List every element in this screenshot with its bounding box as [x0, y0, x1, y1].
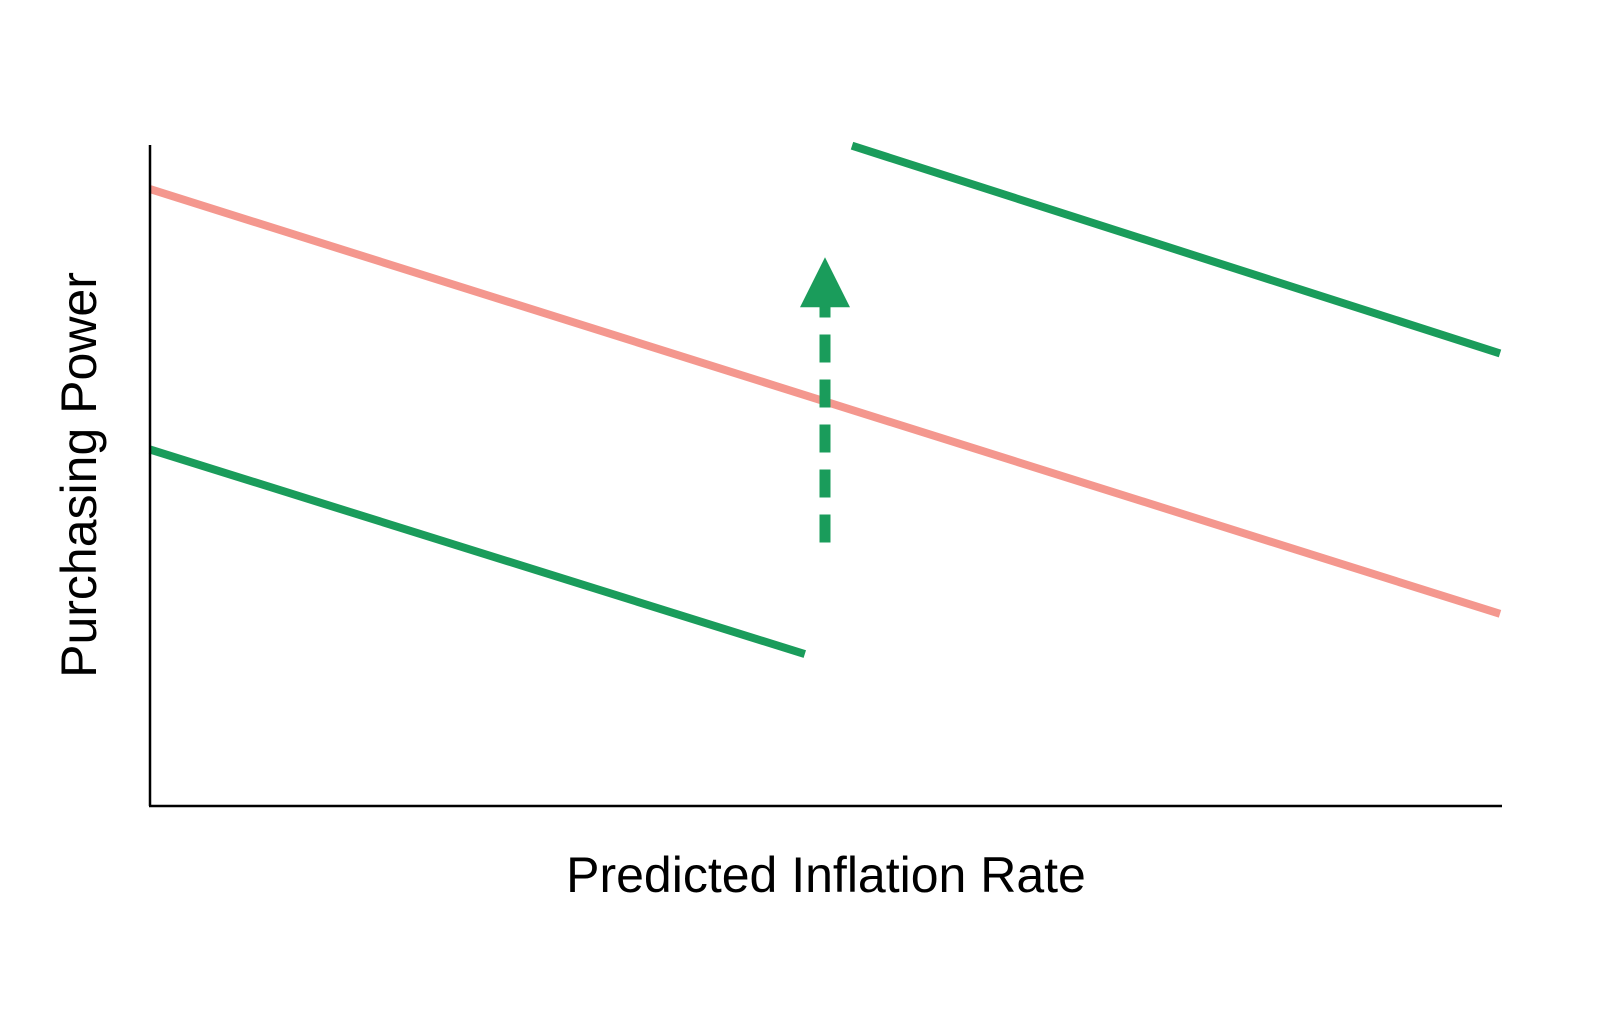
y-axis-label: Purchasing Power [51, 272, 107, 678]
series-line-2 [148, 445, 806, 658]
series-line-3 [850, 141, 1502, 358]
arrow-layer [800, 257, 850, 543]
x-axis-label: Predicted Inflation Rate [566, 847, 1086, 903]
shift-arrow-head-1 [800, 257, 850, 308]
